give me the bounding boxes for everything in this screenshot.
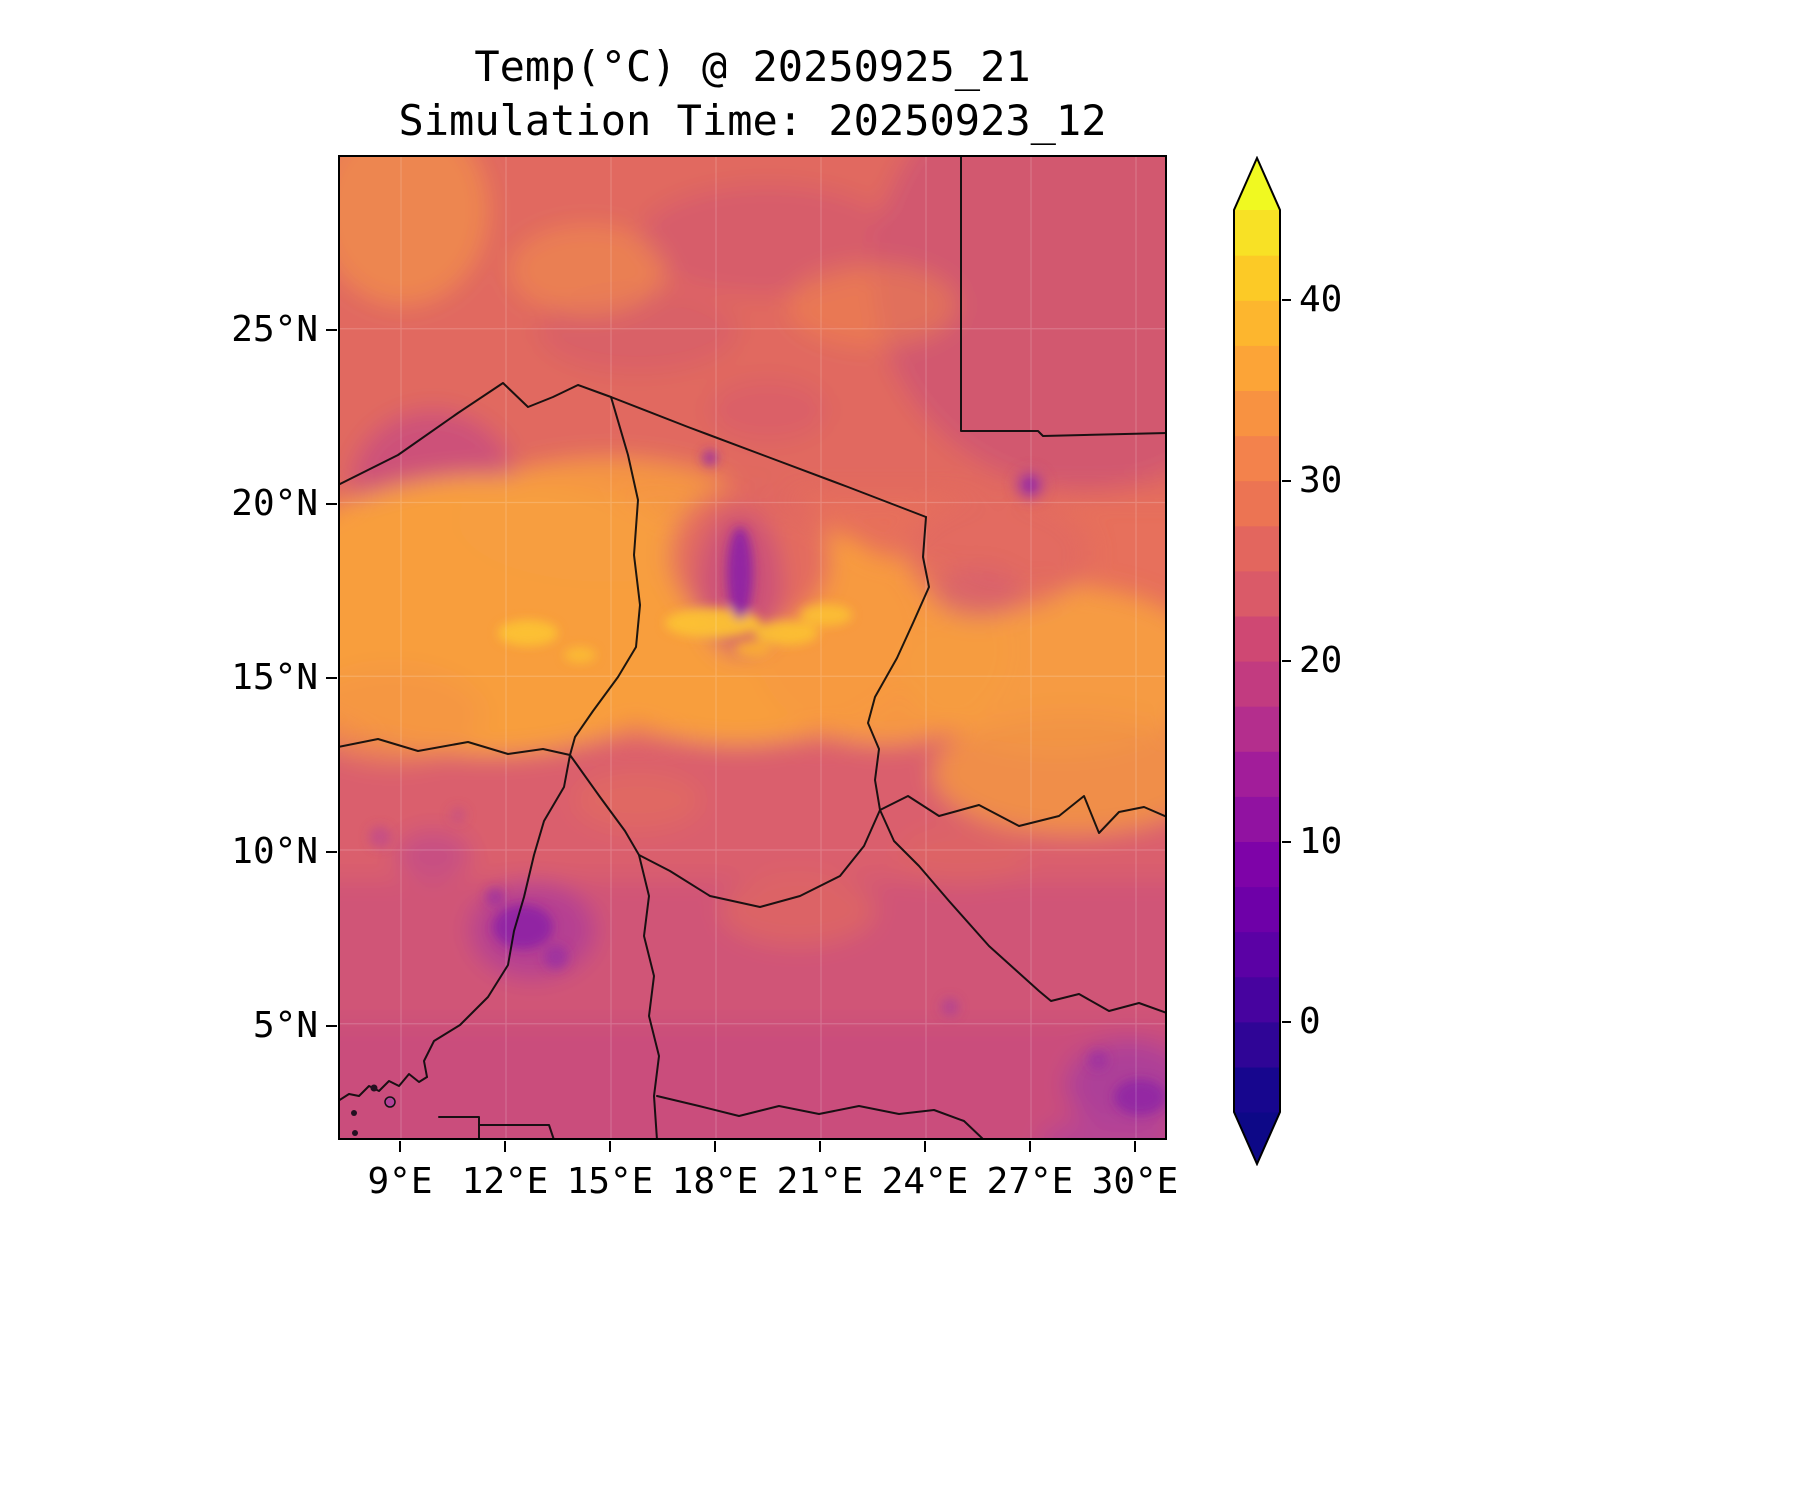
colorbar-under-arrow [1234, 1112, 1280, 1164]
colorbar-tick-label: 0 [1299, 1001, 1321, 1042]
colorbar-outline [1233, 156, 1281, 1166]
temperature-field-layer [338, 155, 1167, 1140]
y-tick-label: 5°N [252, 1005, 318, 1046]
x-tick-mark [1134, 1141, 1136, 1152]
x-tick-mark [609, 1141, 611, 1152]
plot-frame [338, 155, 1167, 1140]
x-tick-mark [714, 1141, 716, 1152]
y-tick-mark [326, 503, 337, 505]
colorbar-tick-mark [1282, 299, 1291, 301]
x-tick-label: 30°E [1091, 1161, 1179, 1202]
colorbar-tick-mark [1282, 480, 1291, 482]
y-tick-label: 15°N [231, 657, 318, 698]
y-tick-label: 25°N [231, 309, 318, 350]
x-tick-mark [399, 1141, 401, 1152]
colorbar-tick-label: 10 [1299, 821, 1343, 862]
y-tick-mark [326, 851, 337, 853]
figure-title: Temp(°C) @ 20250925_21 [474, 42, 1031, 91]
y-tick-mark [326, 677, 337, 679]
x-tick-label: 21°E [776, 1161, 864, 1202]
x-tick-mark [924, 1141, 926, 1152]
country-borders-layer [338, 155, 1167, 1140]
y-tick-mark [326, 1025, 337, 1027]
x-tick-label: 27°E [986, 1161, 1074, 1202]
y-tick-label: 20°N [231, 483, 318, 524]
colorbar-tick-label: 30 [1299, 460, 1343, 501]
colorbar-bands [1234, 210, 1280, 1113]
colorbar-tick-label: 40 [1299, 279, 1343, 320]
y-tick-label: 10°N [231, 831, 318, 872]
y-tick-mark [326, 329, 337, 331]
colorbar-tick-mark [1282, 660, 1291, 662]
x-tick-label: 18°E [671, 1161, 759, 1202]
figure-subtitle: Simulation Time: 20250923_12 [398, 96, 1107, 145]
colorbar-tick-mark [1282, 1021, 1291, 1023]
temperature-map-canvas [338, 155, 1167, 1140]
x-tick-label: 12°E [461, 1161, 549, 1202]
colorbar-tick-mark [1282, 841, 1291, 843]
colorbar [1233, 156, 1281, 1166]
colorbar-over-arrow [1234, 158, 1280, 210]
colorbar-tick-label: 20 [1299, 640, 1343, 681]
x-tick-label: 15°E [566, 1161, 654, 1202]
x-tick-mark [819, 1141, 821, 1152]
x-tick-mark [1029, 1141, 1031, 1152]
x-tick-label: 9°E [367, 1161, 433, 1202]
coastline-details [351, 1084, 396, 1136]
graticule-layer [338, 155, 1167, 1140]
x-tick-label: 24°E [881, 1161, 969, 1202]
x-tick-mark [504, 1141, 506, 1152]
